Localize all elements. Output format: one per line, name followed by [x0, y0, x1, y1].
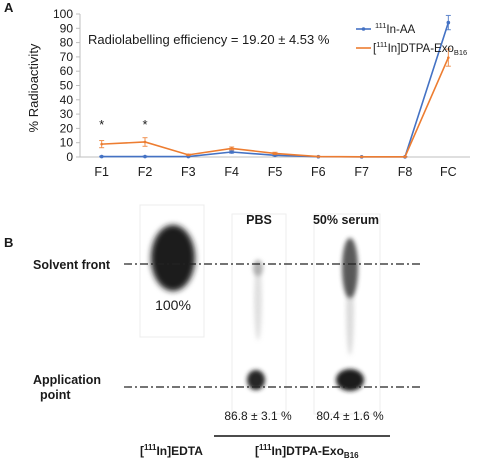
lane-box-serum	[313, 213, 381, 415]
series-1	[99, 48, 451, 159]
y-tick-label: 80	[60, 36, 74, 50]
data-point	[143, 140, 147, 144]
y-tick-label: 60	[60, 64, 74, 78]
lane-value-serum: 80.4 ± 1.6 %	[316, 409, 384, 423]
x-tick-label: F2	[138, 165, 153, 179]
bottom-label-edta: [111In]EDTA	[140, 443, 203, 458]
lane-value-edta: 100%	[155, 297, 191, 313]
data-point	[99, 154, 104, 159]
x-tick-label: FC	[440, 165, 457, 179]
x-tick-label: F8	[398, 165, 413, 179]
series-layer	[99, 14, 451, 159]
lane-edta-spots	[151, 225, 195, 291]
lane-pbs-spots	[247, 260, 265, 390]
data-point	[100, 142, 103, 146]
bottom-label-dtpa-exo: [111In]DTPA-ExoB16	[255, 443, 359, 460]
y-axis-label: % Radioactivity	[26, 43, 41, 132]
y-tick-label: 40	[60, 93, 74, 107]
x-tick-label: F5	[268, 165, 283, 179]
panel-a-letter: A	[4, 0, 14, 15]
data-point	[403, 155, 407, 159]
legend-marker-in-aa	[361, 27, 366, 31]
y-tick-label: 100	[53, 7, 73, 21]
y-tick-label: 30	[60, 107, 74, 121]
data-point	[317, 155, 320, 158]
radiolabelling-efficiency-annotation: Radiolabelling efficiency = 19.20 ± 4.53…	[88, 32, 330, 47]
application-point-label-line2: point	[40, 388, 71, 402]
data-point	[230, 147, 233, 150]
data-point	[143, 154, 147, 159]
solvent-front-label: Solvent front	[33, 258, 111, 272]
data-point	[447, 56, 450, 59]
serum-front-spot	[342, 238, 358, 298]
lane-box-edta	[139, 204, 205, 338]
x-tick-label: F6	[311, 165, 326, 179]
y-tick-label: 10	[60, 136, 74, 150]
panel-b-letter: B	[4, 235, 13, 250]
y-tick-label: 0	[66, 150, 73, 164]
lane-serum-spots	[336, 238, 364, 391]
data-point	[187, 153, 190, 157]
series-line	[101, 57, 450, 158]
legend-entry-in-aa: 111In-AA	[356, 21, 415, 36]
lane-box-pbs	[231, 213, 287, 415]
pbs-streak	[254, 260, 262, 340]
x-tick-label: F3	[181, 165, 196, 179]
legend: 111In-AA [111In]DTPA-ExoB16	[356, 21, 467, 57]
x-axis-ticks: F1 F2 F3 F4 F5 F6 F7 F8 FC	[94, 165, 456, 179]
data-point	[229, 150, 234, 154]
significance-asterisk: *	[99, 117, 104, 132]
data-point	[360, 155, 363, 159]
y-tick-label: 50	[60, 79, 74, 93]
lane-header-pbs: PBS	[246, 213, 272, 227]
data-point	[273, 152, 277, 155]
lane-value-pbs: 86.8 ± 3.1 %	[224, 409, 292, 423]
edta-front-spot	[151, 225, 195, 291]
pbs-origin-spot	[247, 370, 265, 390]
application-point-label-line1: Application	[33, 373, 101, 387]
significance-marks: * *	[99, 117, 147, 132]
x-tick-label: F4	[224, 165, 239, 179]
data-point	[446, 20, 451, 25]
x-tick-label: F1	[94, 165, 109, 179]
pbs-front-spot	[253, 260, 263, 276]
lane-header-serum: 50% serum	[313, 213, 379, 227]
significance-asterisk: *	[142, 117, 147, 132]
legend-label-dtpa-exo: [111In]DTPA-ExoB16	[373, 40, 467, 57]
legend-entry-dtpa-exo: [111In]DTPA-ExoB16	[356, 40, 467, 57]
y-tick-label: 90	[60, 21, 74, 35]
x-tick-label: F7	[354, 165, 369, 179]
serum-origin-spot	[336, 369, 364, 391]
legend-label-in-aa: 111In-AA	[375, 21, 415, 36]
y-tick-label: 70	[60, 50, 74, 64]
y-tick-label: 20	[60, 121, 74, 135]
